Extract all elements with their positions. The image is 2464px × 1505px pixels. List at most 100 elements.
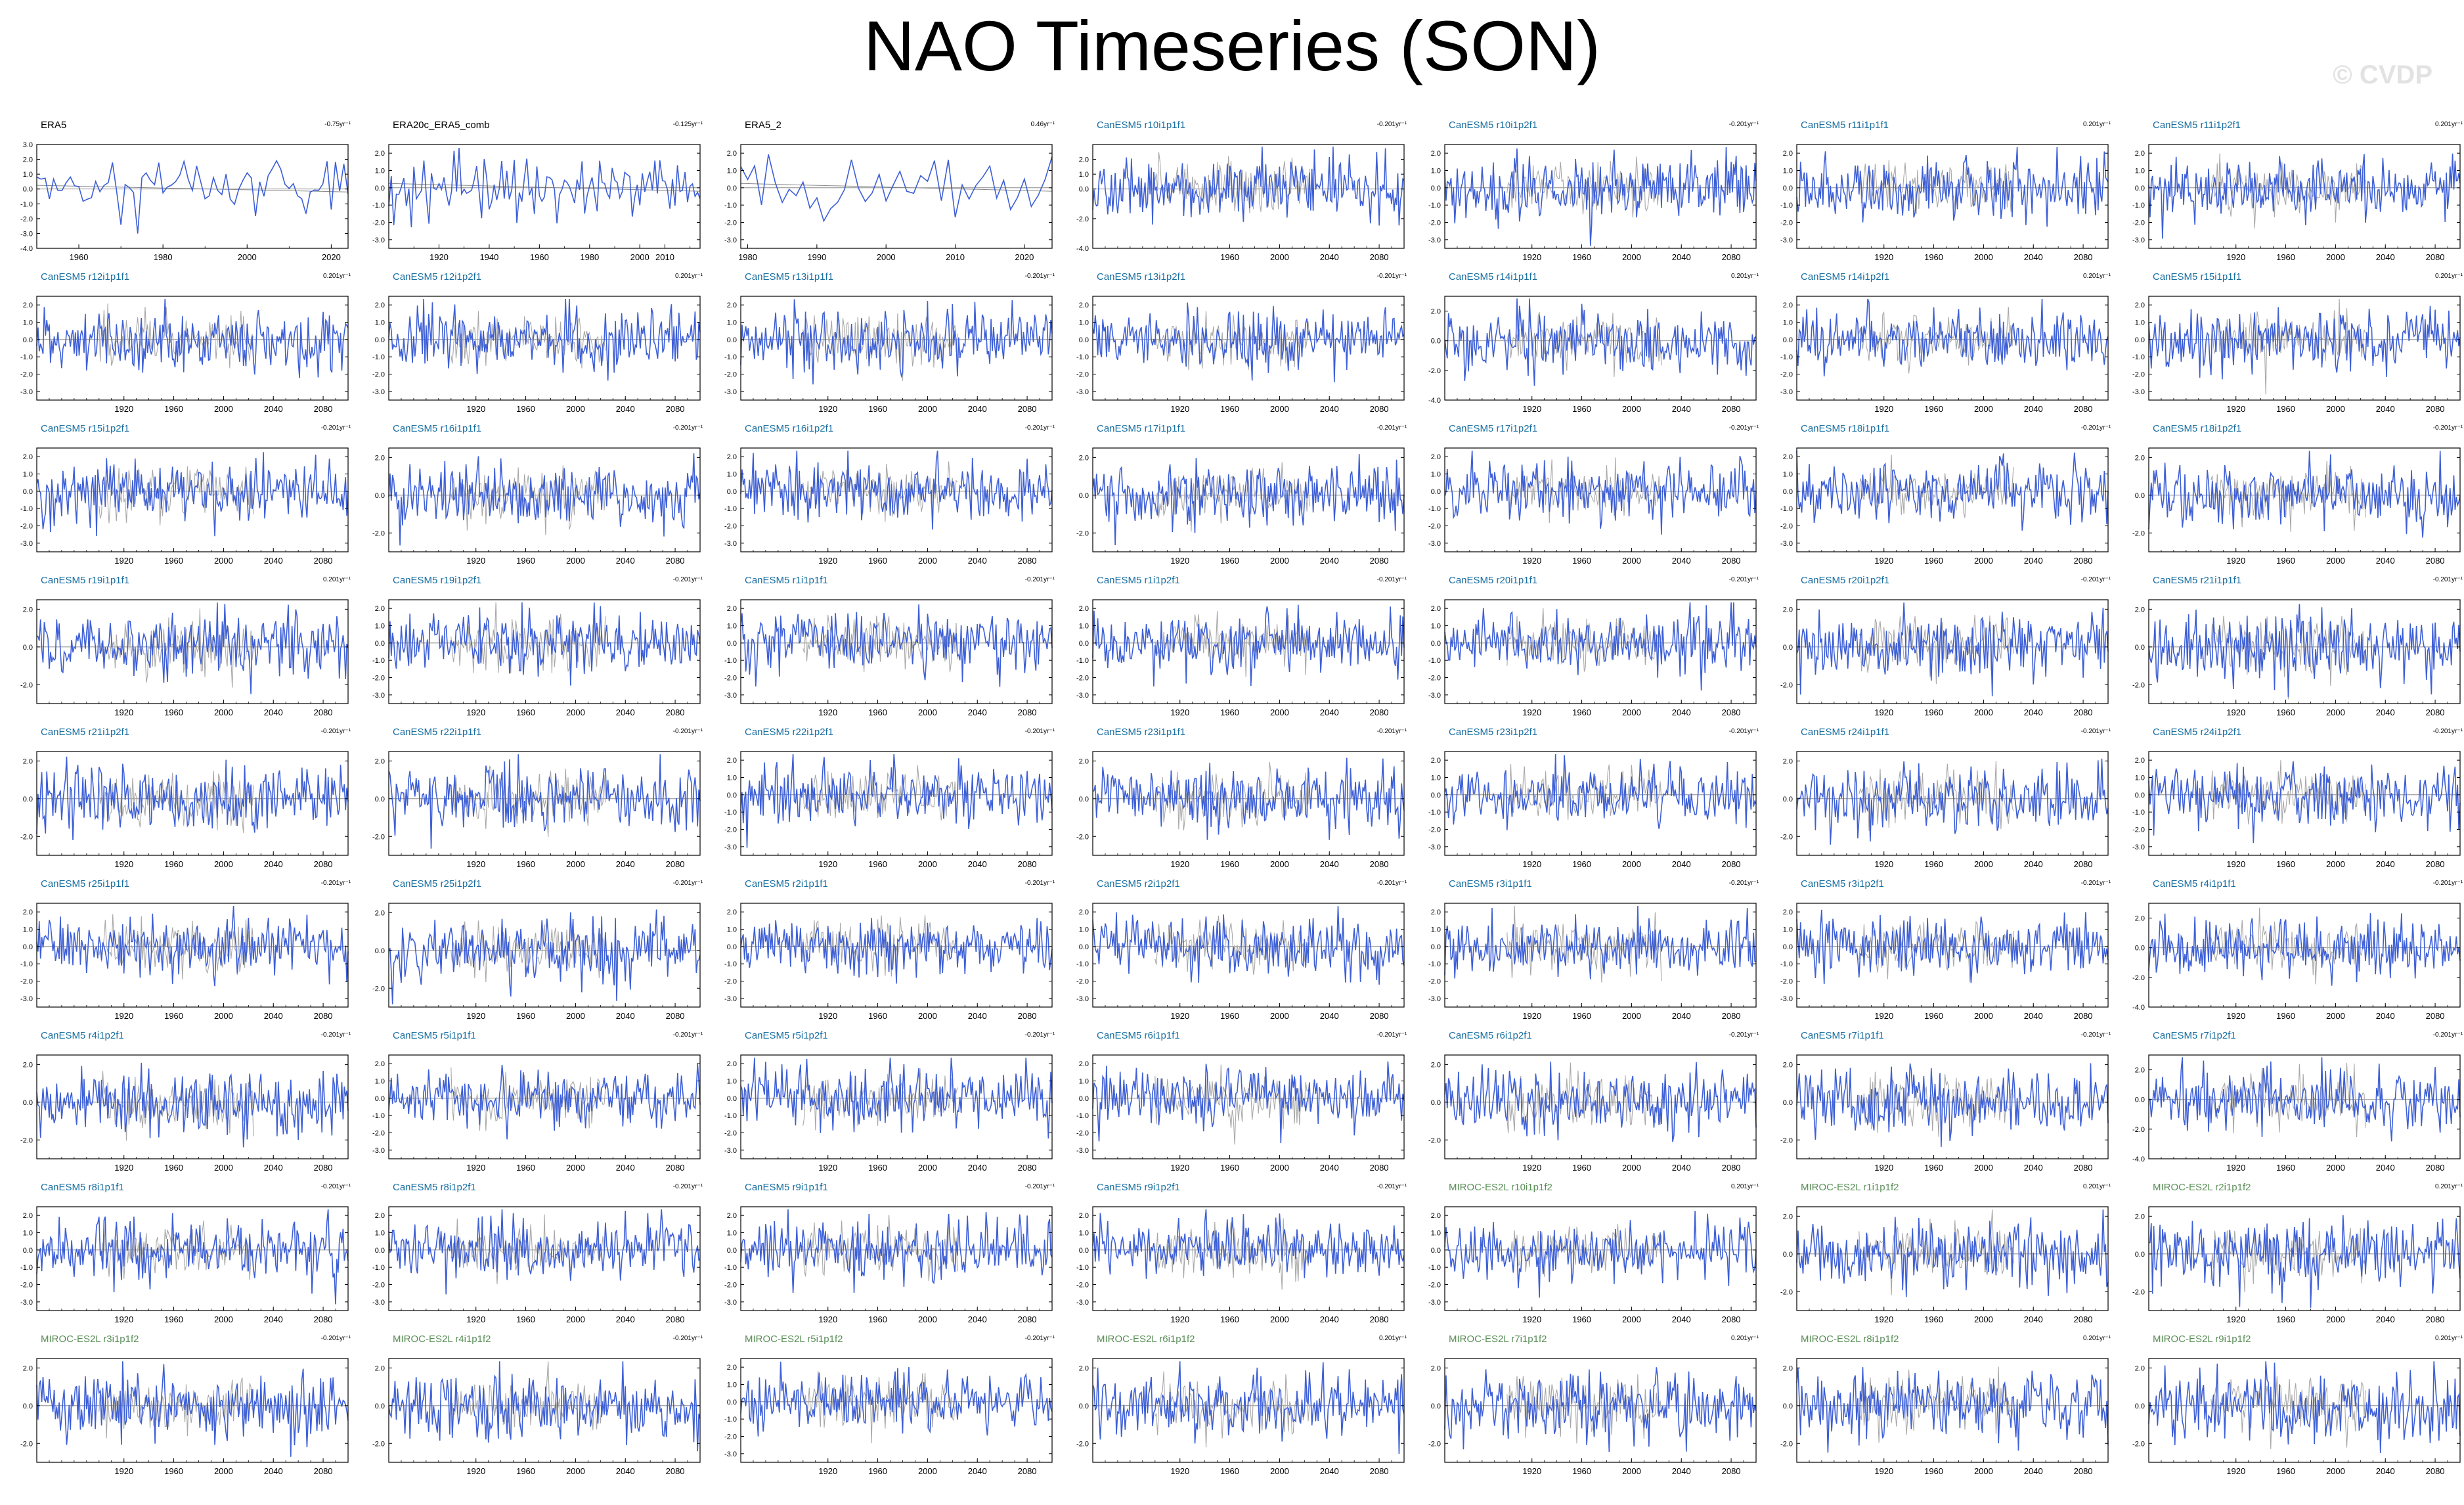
panel-title: CanESM5 r4i1p1f1 (2153, 878, 2236, 889)
x-tick-label: 1960 (516, 859, 535, 869)
x-tick-label: 1920 (466, 1466, 485, 1476)
panel-trend-label: -0.201yr⁻¹ (1376, 1031, 1407, 1039)
x-tick-label: 2080 (666, 556, 685, 566)
x-tick-label: 1960 (2276, 1466, 2295, 1476)
x-tick-label: 2080 (1018, 1466, 1037, 1476)
y-tick-label: 0.0 (23, 1247, 33, 1255)
nao-panel: MIROC-ES2L r6i1p1f2 0.201yr⁻¹ 2.0 0.0 -2.0 19… (1060, 1332, 1412, 1485)
panel-title: CanESM5 r11i1p2f1 (2153, 120, 2241, 131)
nao-panel: CanESM5 r25i1p1f1 -0.201yr⁻¹ 2.0 1.0 0.0 -1.0… (4, 877, 356, 1029)
y-tick-label: -3.0 (724, 388, 737, 396)
x-tick-label: 2040 (616, 1163, 635, 1173)
x-tick-label: 2080 (314, 556, 333, 566)
x-tick-label: 2080 (1370, 1011, 1389, 1021)
panel-plot: 2.0 0.0 -2.0 1920 1960 2000 2040 2080 (1428, 1358, 1757, 1476)
y-tick-label: 1.0 (1079, 319, 1089, 327)
panel-trend-label: -0.201yr⁻¹ (1024, 273, 1055, 280)
panel-trend-label: -0.201yr⁻¹ (320, 1335, 351, 1342)
nao-series-line (1092, 1361, 1405, 1454)
x-tick-label: 1920 (818, 404, 837, 414)
x-tick-label: 2000 (1974, 708, 1993, 717)
y-tick-label: 0.0 (1783, 796, 1793, 803)
y-tick-label: 1.0 (727, 1078, 737, 1086)
panel-trend-label: 0.201yr⁻¹ (1379, 1335, 1407, 1342)
y-tick-label: -1.0 (1428, 202, 1441, 210)
panel-title: MIROC-ES2L r3i1p1f2 (41, 1334, 139, 1345)
plot-frame (1796, 903, 2109, 1008)
x-tick-label: 2080 (2426, 1466, 2445, 1476)
x-tick-label: 1960 (516, 1011, 535, 1021)
observed-overlay-line (1155, 915, 1310, 975)
plot-frame (1796, 1206, 2109, 1311)
nao-panel: CanESM5 r10i1p2f1 -0.201yr⁻¹ 2.0 1.0 0.0 -1.0… (1412, 118, 1764, 271)
nao-panel: CanESM5 r8i1p1f1 -0.201yr⁻¹ 2.0 1.0 0.0 -1.0 -… (4, 1180, 356, 1333)
x-tick-label: 2080 (666, 404, 685, 414)
panel-title: CanESM5 r3i1p1f1 (1449, 878, 1532, 889)
y-tick-label: 2.0 (1079, 1364, 1089, 1372)
panel-plot: 2.0 1.0 0.0 -1.0 -2.0 -3.0 1920 1960 2000 2040 208… (724, 751, 1053, 869)
nao-series-line (740, 604, 1053, 687)
x-tick-label: 2080 (1722, 1011, 1741, 1021)
x-tick-label: 2000 (1270, 1163, 1289, 1173)
nao-series-line (2148, 153, 2461, 239)
plot-frame (1092, 903, 1405, 1008)
y-tick-label: 0.0 (23, 186, 33, 194)
x-tick-label: 2040 (264, 859, 283, 869)
y-tick-label: 1.0 (23, 926, 33, 934)
x-tick-label: 2000 (877, 252, 896, 262)
panel-title: CanESM5 r15i1p1f1 (2153, 271, 2242, 282)
y-tick-label: -2.0 (372, 833, 385, 841)
x-tick-label: 1920 (1874, 252, 1893, 262)
x-tick-label: 2000 (1622, 1163, 1641, 1173)
y-tick-label: 2.0 (1079, 302, 1089, 309)
x-tick-label: 1920 (1170, 1011, 1189, 1021)
nao-series-line (36, 1209, 349, 1305)
x-tick-label: 1960 (868, 404, 887, 414)
y-tick-label: 2.0 (375, 1060, 385, 1068)
panel-plot: 2.0 0.0 -2.0 1920 1960 2000 2040 2080 (372, 447, 701, 566)
panel-title: MIROC-ES2L r4i1p1f2 (393, 1334, 491, 1345)
y-tick-label: 1.0 (727, 1381, 737, 1389)
x-tick-label: 1960 (868, 708, 887, 717)
y-tick-label: -2.0 (1428, 1282, 1441, 1290)
y-tick-label: -4.0 (2132, 1156, 2145, 1163)
x-tick-label: 1920 (1170, 859, 1189, 869)
plot-frame (1092, 1054, 1405, 1159)
panel-title: CanESM5 r3i1p2f1 (1801, 878, 1884, 889)
y-tick-label: -2.0 (1428, 675, 1441, 683)
x-tick-label: 2040 (2024, 252, 2043, 262)
nao-series-line (2148, 761, 2461, 843)
panel-title: CanESM5 r13i1p1f1 (745, 271, 834, 282)
y-tick-label: -1.0 (724, 960, 737, 968)
y-tick-label: 2.0 (1431, 1364, 1441, 1372)
y-tick-label: -1.0 (372, 1264, 385, 1272)
nao-series-line (740, 1209, 1053, 1293)
nao-panel: CanESM5 r13i1p2f1 -0.201yr⁻¹ 2.0 1.0 0.0 -1.0… (1060, 270, 1412, 422)
x-tick-label: 1980 (154, 252, 173, 262)
panel-title: CanESM5 r18i1p1f1 (1801, 423, 1890, 434)
y-tick-label: -3.0 (2132, 843, 2145, 851)
x-tick-label: 1960 (1924, 1314, 1943, 1324)
panel-title: MIROC-ES2L r9i1p1f2 (2153, 1334, 2251, 1345)
x-tick-label: 1920 (114, 556, 133, 566)
plot-frame (36, 751, 349, 856)
y-tick-label: 0.0 (2135, 792, 2145, 799)
y-tick-label: 1.0 (23, 471, 33, 479)
y-tick-label: 2.0 (23, 453, 33, 461)
x-tick-label: 2000 (566, 708, 585, 717)
x-tick-label: 1920 (466, 859, 485, 869)
x-tick-label: 2080 (1370, 859, 1389, 869)
y-tick-label: -1.0 (1780, 353, 1793, 361)
y-tick-label: 1.0 (1079, 171, 1089, 179)
nao-panel: CanESM5 r19i1p2f1 -0.201yr⁻¹ 2.0 1.0 0.0 -1.0… (356, 573, 708, 726)
nao-series-line (1444, 905, 1757, 979)
x-tick-label: 1920 (1522, 1163, 1541, 1173)
panel-title: CanESM5 r23i1p1f1 (1097, 727, 1186, 738)
x-tick-label: 2000 (1270, 1314, 1289, 1324)
y-tick-label: 0.0 (1079, 1247, 1089, 1255)
x-tick-label: 1920 (1522, 556, 1541, 566)
y-tick-label: 0.0 (727, 1247, 737, 1255)
x-tick-label: 2040 (968, 1011, 987, 1021)
y-tick-label: 1.0 (2135, 319, 2145, 327)
x-tick-label: 2080 (2426, 556, 2445, 566)
